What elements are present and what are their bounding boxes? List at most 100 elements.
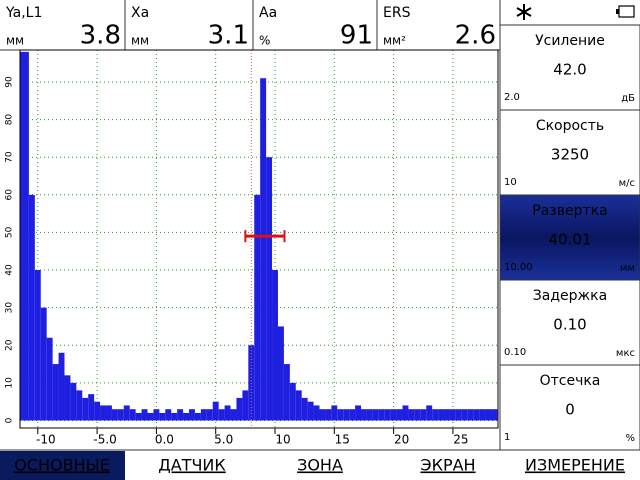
- signal-bar: [479, 409, 486, 421]
- y-tick-label: 20: [5, 339, 15, 351]
- x-tick-label: 20: [394, 433, 409, 447]
- menu-item[interactable]: ЗОНА: [297, 456, 343, 475]
- signal-bar: [301, 397, 308, 421]
- asterisk-icon: [516, 4, 532, 20]
- signal-bar: [230, 409, 237, 421]
- signal-bar: [260, 78, 267, 421]
- parameter-name: Отсечка: [540, 373, 601, 389]
- signal-bar: [153, 409, 160, 421]
- readout-label: Aa: [259, 5, 277, 21]
- signal-bar: [28, 194, 35, 421]
- y-tick-label: 0: [5, 417, 15, 423]
- signal-bar: [117, 409, 124, 421]
- signal-bar: [349, 409, 356, 421]
- y-tick-label: 10: [5, 377, 15, 389]
- parameter-unit: дБ: [621, 93, 635, 104]
- signal-bar: [355, 405, 362, 421]
- signal-bar: [105, 405, 112, 421]
- y-tick-label: 30: [5, 302, 15, 314]
- signal-bar: [212, 401, 219, 421]
- menu-item[interactable]: ЭКРАН: [420, 456, 475, 475]
- parameter-step: 1: [504, 432, 510, 443]
- parameter-box[interactable]: [499, 109, 640, 196]
- signal-bar: [414, 409, 421, 421]
- menu-item[interactable]: ОСНОВНЫЕ: [14, 456, 110, 475]
- parameter-step: 10.00: [504, 262, 533, 273]
- readout-label: ERS: [383, 5, 411, 21]
- signal-bar: [224, 405, 231, 421]
- x-tick-label: 25: [453, 433, 468, 447]
- signal-bar: [70, 382, 77, 421]
- signal-bar: [432, 409, 439, 421]
- signal-bar: [200, 409, 207, 421]
- signal-bar: [266, 157, 273, 421]
- signal-bar: [277, 326, 284, 421]
- plot-frame: [19, 49, 499, 429]
- parameter-box[interactable]: [499, 364, 640, 451]
- menu-item[interactable]: ДАТЧИК: [158, 456, 226, 475]
- signal-bar: [88, 394, 95, 421]
- x-tick-label: -10: [36, 433, 56, 447]
- readout-label: Ya,L1: [5, 5, 42, 21]
- readout-label: Xa: [131, 5, 149, 21]
- signal-bar: [343, 409, 350, 421]
- parameter-unit: мм: [620, 263, 635, 274]
- readout-value: 3.1: [208, 21, 249, 51]
- signal-bar: [319, 409, 326, 421]
- parameter-value: 40.01: [549, 231, 592, 249]
- parameter-step: 0.10: [504, 347, 526, 358]
- signal-bar: [384, 409, 391, 421]
- signal-bar: [64, 375, 71, 421]
- signal-bar: [272, 270, 278, 421]
- readout-unit: мм: [6, 34, 24, 48]
- signal-bar: [372, 409, 379, 421]
- parameter-name: Задержка: [533, 288, 607, 304]
- signal-bar: [402, 405, 409, 421]
- signal-bar: [491, 409, 498, 421]
- signal-bar: [20, 51, 23, 421]
- x-tick-label: 0.0: [155, 433, 174, 447]
- y-tick-label: 80: [5, 114, 15, 126]
- signal-bar: [295, 390, 302, 421]
- readout-value: 91: [340, 21, 373, 51]
- signal-bar: [325, 409, 332, 421]
- signal-bar: [420, 409, 427, 421]
- x-tick-label: 10: [275, 433, 290, 447]
- menu-item[interactable]: ИЗМЕРЕНИЕ: [525, 456, 625, 475]
- readout-unit: мм²: [383, 34, 406, 48]
- signal-bar: [76, 390, 83, 421]
- signal-bar: [473, 409, 480, 421]
- parameter-box[interactable]: [499, 279, 640, 366]
- signal-bar: [177, 409, 184, 421]
- signal-bar: [236, 397, 243, 421]
- signal-bar: [100, 405, 106, 421]
- x-tick-label: 15: [335, 433, 350, 447]
- signal-bar: [366, 409, 373, 421]
- parameter-name: Скорость: [536, 118, 604, 134]
- parameter-value: 42.0: [553, 61, 586, 79]
- parameter-selected[interactable]: [499, 194, 640, 281]
- signal-bar: [183, 412, 190, 421]
- signal-bar: [147, 412, 154, 421]
- x-tick-label: -5.0: [93, 433, 116, 447]
- signal-bar: [248, 345, 255, 421]
- parameter-value: 3250: [551, 146, 589, 164]
- parameter-unit: м/с: [619, 178, 635, 189]
- signal-bar: [378, 409, 385, 421]
- signal-bar: [94, 401, 101, 421]
- y-tick-label: 60: [5, 189, 15, 201]
- signal-bar: [254, 194, 261, 421]
- menu-selected: [0, 451, 125, 480]
- readout-unit: мм: [131, 34, 149, 48]
- signal-bar: [461, 409, 468, 421]
- signal-bar: [46, 337, 53, 421]
- signal-bar: [129, 409, 136, 421]
- parameter-value: 0.10: [553, 316, 586, 334]
- y-tick-label: 70: [5, 151, 15, 163]
- y-tick-label: 40: [5, 264, 15, 276]
- signal-bar: [283, 364, 290, 421]
- readout-value: 3.8: [80, 21, 121, 51]
- parameter-value: 0: [565, 401, 575, 419]
- signal-bar: [22, 51, 29, 421]
